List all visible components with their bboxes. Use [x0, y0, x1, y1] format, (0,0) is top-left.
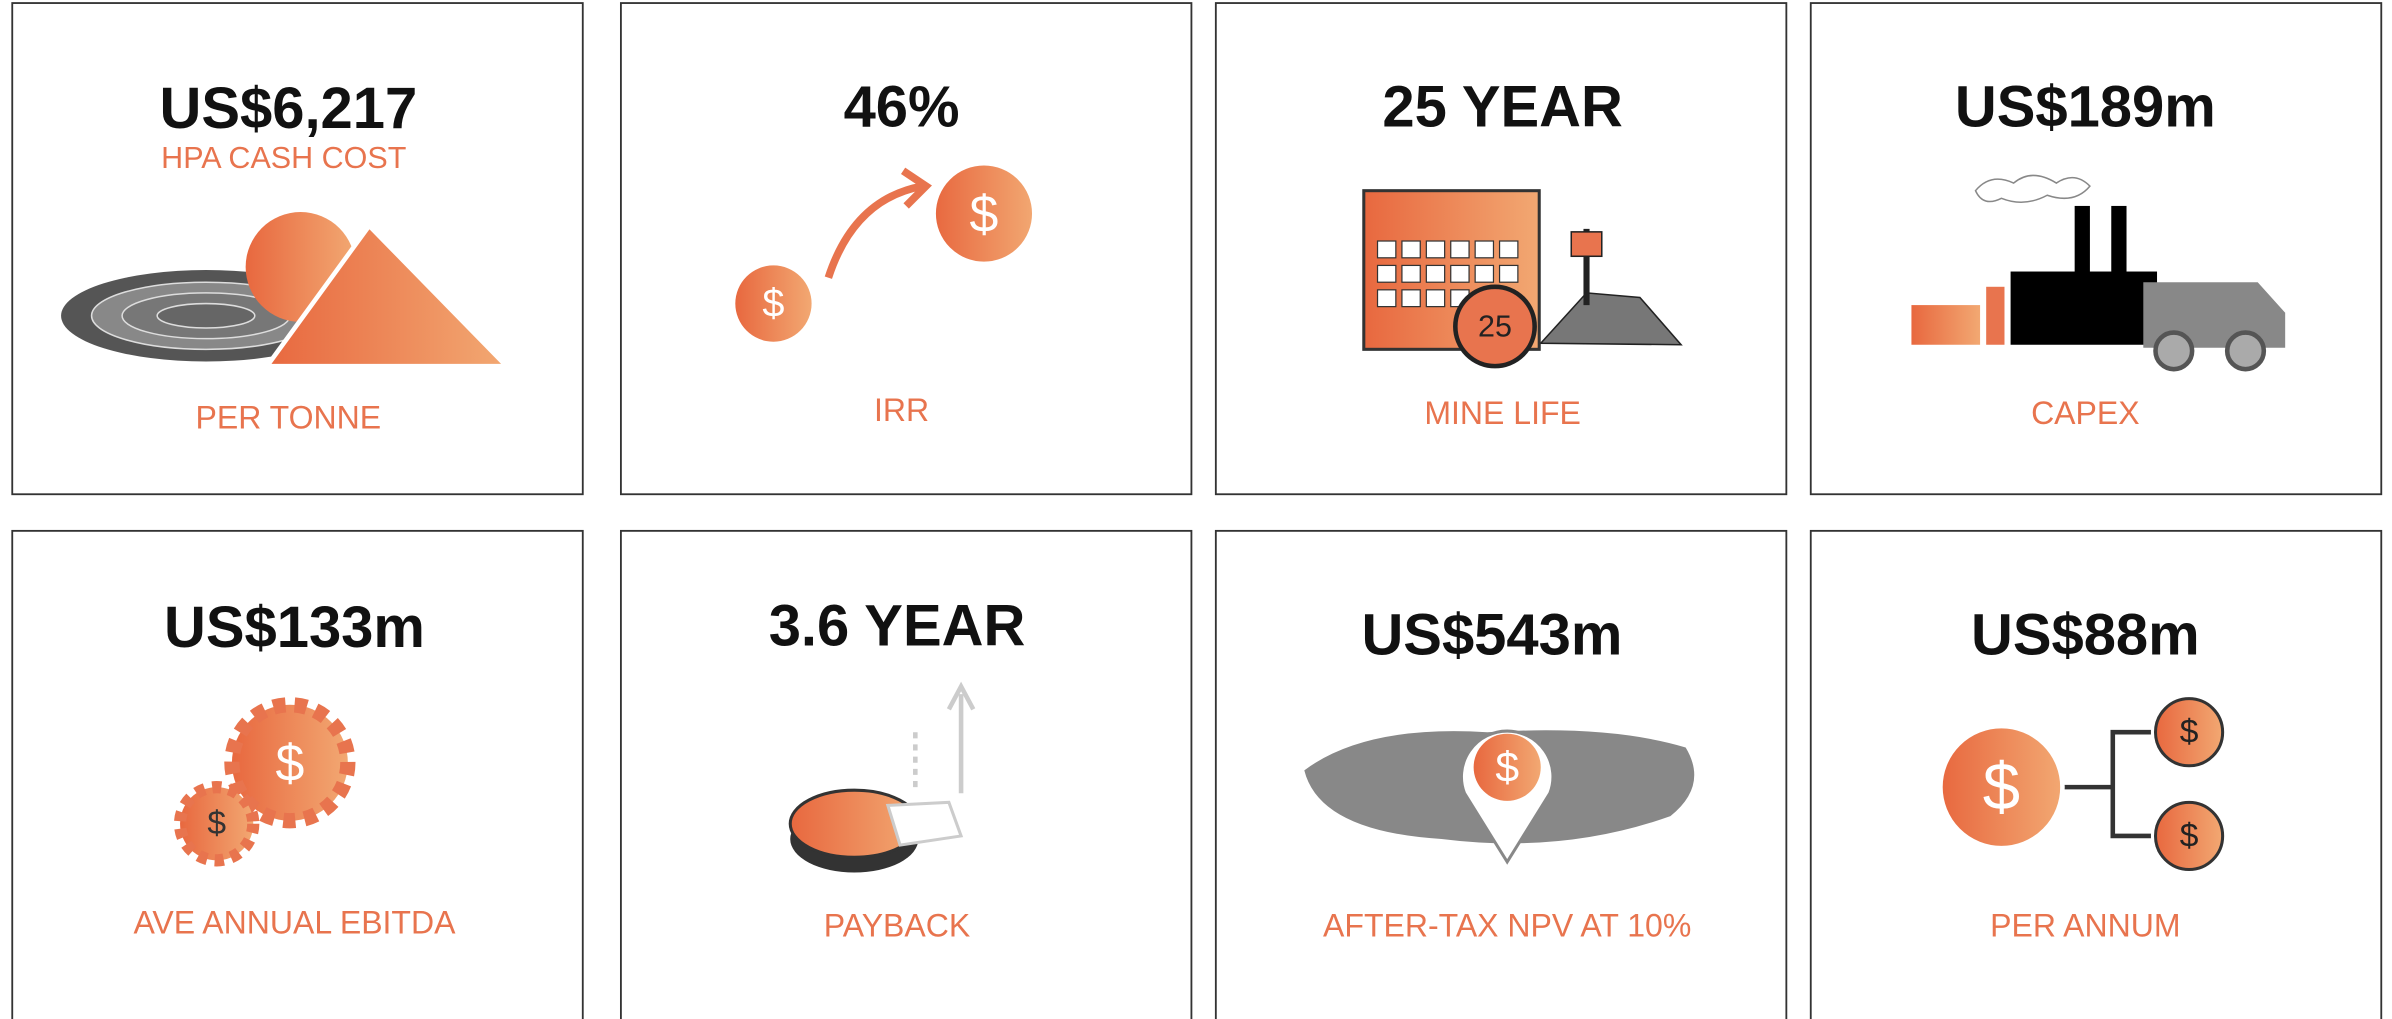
card-value: US$189m	[1955, 76, 2216, 140]
card-subtitle: HPA CASH COST	[161, 141, 406, 175]
factory-icon	[1911, 174, 2286, 372]
gears-icon: $ $	[173, 697, 356, 867]
icon-text: $	[2180, 817, 2199, 854]
card-value: 46%	[844, 76, 960, 140]
irr-icon: $ $	[735, 160, 1037, 342]
card-value: 25 YEAR	[1382, 76, 1623, 140]
card	[619, 529, 1193, 1019]
icon-text: 25	[1478, 309, 1512, 343]
card-value: US$543m	[1361, 603, 1622, 667]
card	[1809, 529, 2383, 1019]
card-label: PER TONNE	[196, 400, 382, 436]
card-label: AVE ANNUAL EBITDA	[133, 905, 456, 941]
icon-text: $	[1983, 750, 2020, 825]
icon-text: $	[762, 282, 784, 326]
icon-text: $	[1495, 743, 1519, 791]
split-icon: $ $ $	[1938, 697, 2225, 872]
calendar-icon: 25	[1362, 189, 1683, 369]
card	[1809, 2, 2383, 496]
icon-text: $	[275, 734, 304, 792]
card-label: MINE LIFE	[1424, 395, 1581, 431]
icon-text: $	[970, 185, 999, 243]
pie-icon	[788, 681, 976, 873]
card-label: IRR	[874, 392, 929, 428]
mine-icon	[61, 212, 512, 369]
card-label: CAPEX	[2031, 395, 2140, 431]
card-value: 3.6 YEAR	[769, 594, 1026, 658]
card-label: PAYBACK	[824, 908, 971, 944]
map-icon: $	[1304, 729, 1695, 865]
card-value: US$88m	[1971, 603, 2200, 667]
card-value: US$6,217	[159, 77, 417, 141]
icon-text: $	[207, 805, 226, 842]
card-value: US$133m	[164, 596, 425, 660]
card	[619, 2, 1193, 496]
icon-text: $	[2180, 714, 2199, 751]
card-label: AFTER-TAX NPV AT 10%	[1323, 908, 1691, 944]
card-label: PER ANNUM	[1990, 908, 2180, 944]
